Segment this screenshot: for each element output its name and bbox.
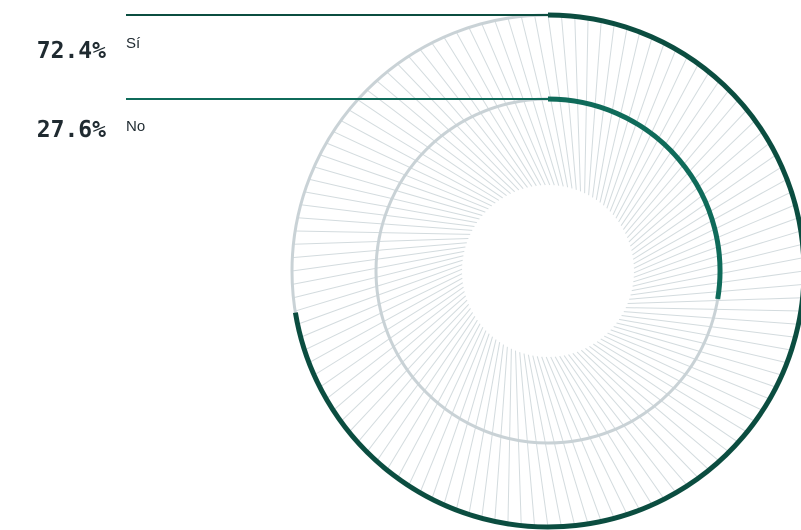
spoke-line — [332, 295, 466, 411]
spoke-line — [507, 18, 560, 186]
spoke-line — [507, 348, 512, 524]
spoke-line — [333, 131, 493, 207]
spoke-line — [397, 323, 481, 479]
spoke-line — [293, 238, 469, 245]
spoke-line — [443, 336, 493, 506]
spoke-line — [527, 354, 562, 527]
spoke-line — [481, 344, 504, 519]
spoke-line — [536, 356, 589, 524]
spoke-line — [419, 48, 528, 188]
value-arcs — [292, 12, 801, 530]
spoke-line — [319, 286, 464, 388]
spoke-line — [455, 31, 542, 186]
spoke-line — [593, 343, 739, 443]
spoke-line — [295, 259, 463, 312]
spoke-line — [532, 355, 576, 526]
spoke-line — [519, 352, 536, 527]
spoke-line — [603, 335, 763, 411]
spoke-line — [431, 42, 533, 187]
spoke-line — [559, 355, 653, 506]
spoke-line — [340, 299, 468, 422]
spoke-line — [468, 27, 546, 186]
spoke-line — [610, 329, 777, 388]
spoke-line — [576, 351, 699, 479]
spoke-line — [613, 326, 783, 376]
spoke-line — [431, 333, 490, 500]
spoke-line — [304, 191, 477, 224]
spoke-line — [366, 312, 474, 453]
spoke-line — [550, 356, 628, 515]
spoke-line — [419, 330, 487, 493]
legend-item-si: 72.4% Sí — [37, 35, 141, 64]
legend-item-no: 27.6% No — [37, 117, 145, 143]
spoke-line — [627, 297, 801, 304]
spoke-line — [481, 23, 551, 186]
spoke-line — [376, 316, 476, 462]
spoke-line — [308, 178, 480, 220]
spoke-line — [494, 20, 555, 186]
spoke-line — [313, 166, 483, 216]
spoke-line — [292, 242, 467, 259]
spoke-line — [300, 204, 475, 227]
spoke-line — [563, 355, 665, 500]
spoke-line — [304, 273, 463, 351]
leader-lines — [126, 14, 548, 100]
spoke-line — [386, 319, 478, 471]
legend-label-si: Sí — [126, 35, 141, 52]
spoke-line — [291, 246, 466, 272]
spoke-line — [386, 71, 516, 193]
legend-value-no: 27.6% — [37, 117, 106, 143]
value-arc-1 — [547, 96, 723, 300]
spoke-line — [523, 353, 549, 528]
spoke-line — [293, 255, 464, 299]
spoke-line — [625, 307, 801, 312]
spoke-line — [348, 109, 500, 201]
spoke-line — [515, 350, 522, 526]
spoke-line — [357, 99, 503, 199]
spoke-line — [348, 303, 470, 433]
spoke-line — [520, 16, 564, 187]
spoke-line — [397, 63, 520, 191]
value-arc-0 — [292, 12, 801, 530]
spoke-line — [408, 326, 484, 486]
legend-value-si: 72.4% — [37, 38, 106, 64]
spoke-line — [596, 341, 748, 433]
spoke-line — [319, 154, 486, 213]
spoke-line — [468, 342, 501, 515]
spoke-line — [443, 36, 537, 187]
spoke-line — [340, 120, 496, 204]
spoke-line — [616, 322, 788, 364]
spoke-line — [554, 356, 641, 511]
spoke-line — [408, 55, 524, 189]
spoke-line — [455, 339, 497, 511]
spoke-line — [376, 80, 511, 194]
spoke-line — [607, 332, 770, 400]
spoke-line — [308, 277, 463, 364]
spoke-line — [292, 250, 465, 285]
spoke-line — [621, 315, 796, 338]
spoke-line — [589, 345, 730, 453]
spoke-line — [357, 308, 471, 443]
spoke-line — [568, 354, 677, 494]
spoke-line — [297, 217, 473, 231]
spoke-line — [300, 268, 463, 338]
spoke-line — [325, 291, 465, 400]
spoke-line — [585, 348, 720, 462]
spoke-line — [619, 318, 792, 351]
spoke-line — [326, 142, 489, 210]
spoke-line — [295, 230, 471, 235]
spoke-line — [580, 349, 710, 471]
spoke-line — [545, 356, 615, 519]
spoke-line — [623, 311, 799, 325]
spoke-line — [541, 356, 602, 522]
spoke-line — [366, 89, 507, 197]
spoke-line — [494, 346, 508, 522]
spoke-line — [297, 264, 463, 325]
spoke-line — [572, 353, 688, 487]
spoke-line — [313, 282, 464, 376]
legend-label-no: No — [126, 118, 145, 135]
spoke-line — [600, 338, 756, 422]
